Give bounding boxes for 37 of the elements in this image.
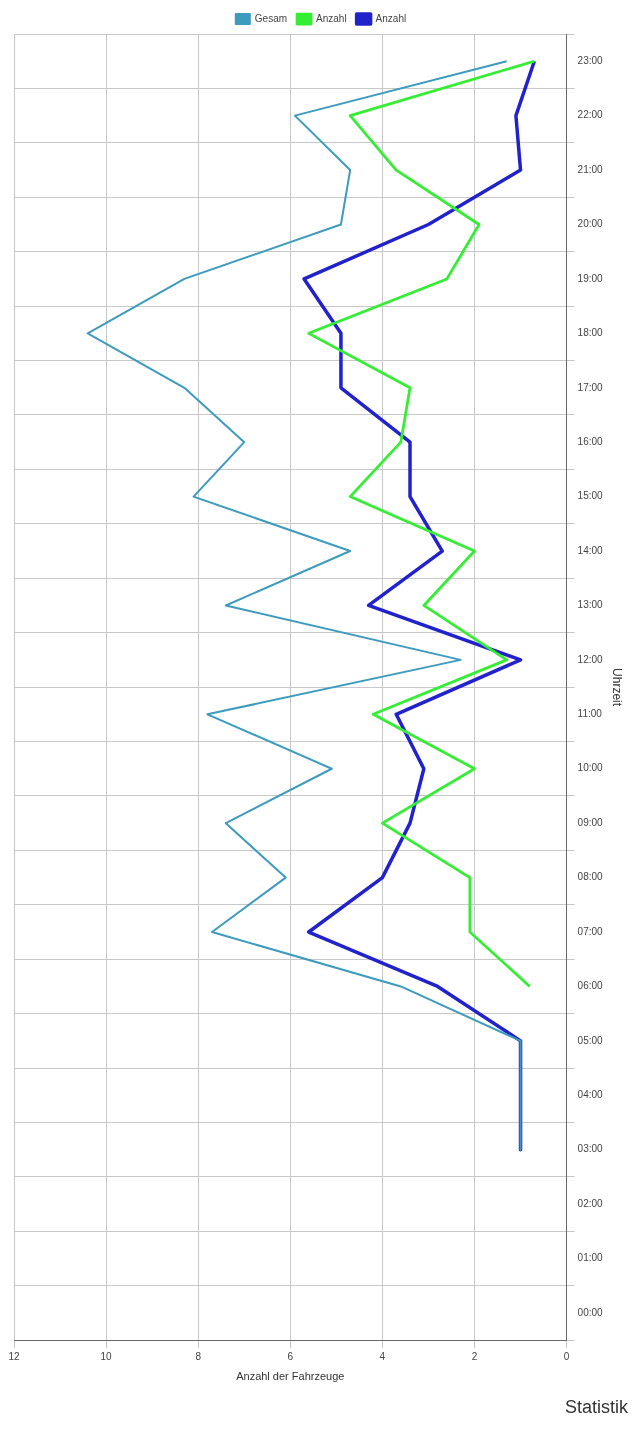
x-tick-label: 2 bbox=[471, 1350, 478, 1362]
y-tick-label: 13:00 bbox=[577, 599, 604, 611]
y-tick-label: 07:00 bbox=[577, 925, 604, 937]
text: Statistik bbox=[564, 1397, 629, 1418]
y-tick-label: 02:00 bbox=[577, 1197, 604, 1209]
y-tick-label: 01:00 bbox=[577, 1252, 604, 1264]
y-tick-label: 22:00 bbox=[577, 109, 604, 121]
legend-label: Anzahl bbox=[375, 12, 407, 24]
y-tick-label: 10:00 bbox=[577, 762, 604, 774]
y-tick-label: 16:00 bbox=[577, 435, 604, 447]
y-tick-label: 09:00 bbox=[577, 816, 604, 828]
y-tick-label: 05:00 bbox=[577, 1034, 604, 1046]
y-tick-label: 15:00 bbox=[577, 490, 604, 502]
x-tick-label: 12 bbox=[8, 1350, 20, 1362]
y-tick-label: 08:00 bbox=[577, 871, 604, 883]
x-tick-label: 4 bbox=[379, 1350, 386, 1362]
y-axis-title: Uhrzeit bbox=[610, 668, 625, 707]
y-tick-label: 12:00 bbox=[577, 653, 604, 665]
y-tick-label: 04:00 bbox=[577, 1089, 604, 1101]
legend-label: Anzahl bbox=[316, 12, 347, 24]
x-tick-label: 6 bbox=[287, 1350, 294, 1362]
x-axis-title: Anzahl der Fahrzeuge bbox=[236, 1369, 345, 1382]
y-tick-label: 23:00 bbox=[577, 54, 604, 66]
y-tick-label: 17:00 bbox=[577, 381, 604, 393]
legend-label: Gesam bbox=[254, 12, 288, 24]
y-tick-label: 18:00 bbox=[577, 327, 604, 339]
y-tick-label: 11:00 bbox=[577, 708, 603, 720]
x-tick-label: 10 bbox=[100, 1350, 113, 1362]
y-tick-label: 21:00 bbox=[577, 163, 604, 175]
y-tick-label: 14:00 bbox=[577, 544, 604, 556]
y-tick-label: 00:00 bbox=[577, 1306, 604, 1318]
y-tick-label: 06:00 bbox=[577, 980, 604, 992]
x-tick-label: 8 bbox=[195, 1350, 202, 1362]
y-tick-label: 20:00 bbox=[577, 218, 604, 230]
x-tick-label: 0 bbox=[563, 1350, 570, 1362]
y-tick-label: 19:00 bbox=[577, 272, 604, 284]
y-tick-label: 03:00 bbox=[577, 1143, 604, 1155]
